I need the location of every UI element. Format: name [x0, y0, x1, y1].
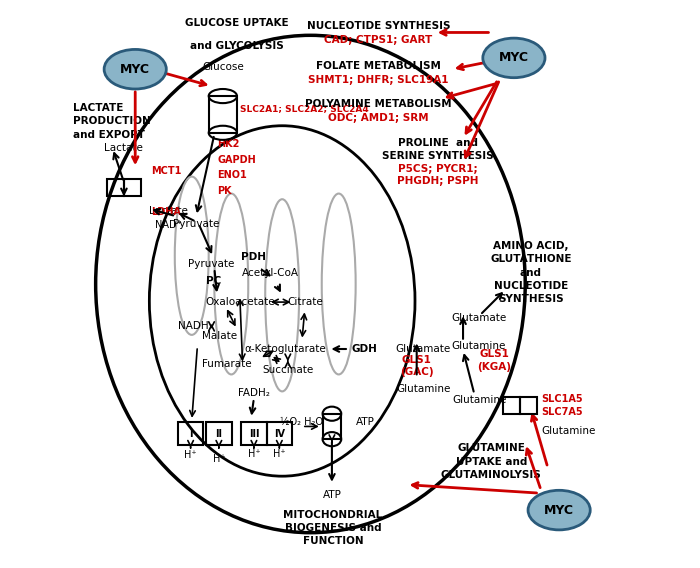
Text: Pyruvate: Pyruvate: [173, 219, 219, 229]
Text: Glutamate: Glutamate: [452, 313, 507, 323]
Text: FADH₂: FADH₂: [238, 387, 270, 398]
Bar: [209, 96, 237, 133]
Text: I: I: [189, 429, 192, 439]
Text: FOLATE METABOLISM: FOLATE METABOLISM: [316, 61, 441, 71]
Text: MITOCHONDRIAL
BIOGENESIS and
FUNCTION: MITOCHONDRIAL BIOGENESIS and FUNCTION: [284, 510, 383, 546]
Bar: [178, 423, 203, 445]
Text: NUCLEOTIDE SYNTHESIS: NUCLEOTIDE SYNTHESIS: [307, 21, 450, 31]
Text: ATP: ATP: [323, 490, 342, 500]
Text: ODC; AMD1; SRM: ODC; AMD1; SRM: [328, 112, 428, 123]
Text: H⁺: H⁺: [248, 449, 260, 458]
Text: Succinate: Succinate: [262, 365, 314, 375]
Text: H⁺: H⁺: [213, 454, 225, 463]
Text: LACTATE
PRODUCTION
and EXPORT: LACTATE PRODUCTION and EXPORT: [73, 103, 150, 140]
Text: ATP: ATP: [356, 417, 375, 428]
Bar: [124, 179, 141, 197]
Text: Glutamine: Glutamine: [453, 395, 508, 405]
Text: Glutamine: Glutamine: [541, 426, 596, 436]
Text: SLC1A5
SLC7A5: SLC1A5 SLC7A5: [541, 394, 582, 417]
Text: ½O₂ H₂O: ½O₂ H₂O: [281, 417, 323, 428]
Text: Glutamine: Glutamine: [452, 341, 506, 351]
Text: GDH: GDH: [351, 344, 377, 354]
Bar: [241, 423, 267, 445]
Bar: [206, 423, 232, 445]
Text: GLS1
(GAC): GLS1 (GAC): [400, 355, 433, 377]
Text: MYC: MYC: [544, 504, 574, 516]
Text: CAD; CTPS1; GART: CAD; CTPS1; GART: [324, 35, 433, 45]
Text: Lactate: Lactate: [149, 206, 188, 215]
Text: GAPDH: GAPDH: [217, 154, 256, 165]
Ellipse shape: [528, 490, 590, 530]
Ellipse shape: [104, 49, 167, 89]
Text: PROLINE  and
SERINE SYNTHESIS: PROLINE and SERINE SYNTHESIS: [382, 138, 493, 161]
Text: PDH: PDH: [241, 252, 267, 262]
Ellipse shape: [483, 38, 545, 78]
Text: GLS1
(KGA): GLS1 (KGA): [477, 349, 511, 371]
Bar: [323, 414, 341, 439]
Text: PK: PK: [217, 186, 232, 197]
Text: and GLYCOLYSIS: and GLYCOLYSIS: [190, 41, 284, 51]
Text: NADH: NADH: [178, 321, 208, 331]
Text: LDHA: LDHA: [151, 207, 181, 216]
Text: II: II: [216, 429, 223, 439]
Text: Lactate: Lactate: [104, 143, 144, 153]
Text: GLUTAMINE
UPTAKE and
GLUTAMINOLYSIS: GLUTAMINE UPTAKE and GLUTAMINOLYSIS: [441, 444, 542, 480]
Bar: [503, 397, 519, 414]
Text: SLC2A1; SLC2A2; SLC2A4: SLC2A1; SLC2A2; SLC2A4: [240, 105, 368, 113]
Text: III: III: [248, 429, 259, 439]
Text: Pyruvate: Pyruvate: [188, 259, 234, 269]
Text: PC: PC: [206, 276, 220, 286]
Text: Glucose: Glucose: [202, 62, 244, 72]
Bar: [519, 397, 536, 414]
Text: MCT1: MCT1: [151, 166, 181, 176]
Text: IV: IV: [274, 429, 285, 439]
Text: SHMT1; DHFR; SLC19A1: SHMT1; DHFR; SLC19A1: [308, 75, 449, 85]
Text: P5CS; PYCR1;
PHGDH; PSPH: P5CS; PYCR1; PHGDH; PSPH: [397, 164, 478, 186]
Text: AMINO ACID,
GLUTATHIONE
and
NUCLEOTIDE
SYNTHESIS: AMINO ACID, GLUTATHIONE and NUCLEOTIDE S…: [490, 241, 572, 304]
Text: POLYAMINE METABOLISM: POLYAMINE METABOLISM: [305, 99, 452, 108]
Text: Citrate: Citrate: [287, 297, 323, 307]
Text: Oxaloacetate: Oxaloacetate: [205, 297, 274, 307]
Text: MYC: MYC: [120, 62, 150, 76]
Text: Acetyl-CoA: Acetyl-CoA: [242, 268, 300, 278]
Text: Glutamine: Glutamine: [396, 383, 451, 394]
Text: NAD⁺: NAD⁺: [155, 220, 182, 229]
Text: H⁺: H⁺: [184, 450, 197, 460]
Text: Glutamate: Glutamate: [395, 344, 451, 354]
Bar: [267, 423, 292, 445]
Text: GLUCOSE UPTAKE: GLUCOSE UPTAKE: [185, 18, 289, 28]
Text: Malate: Malate: [202, 331, 237, 341]
Text: HK2: HK2: [217, 139, 239, 149]
Text: MYC: MYC: [499, 52, 529, 64]
Text: ENO1: ENO1: [217, 170, 247, 181]
Text: H⁺: H⁺: [273, 449, 286, 458]
Text: α-Ketoglutarate: α-Ketoglutarate: [244, 344, 326, 354]
Text: Fumarate: Fumarate: [202, 360, 251, 369]
Bar: [107, 179, 124, 197]
